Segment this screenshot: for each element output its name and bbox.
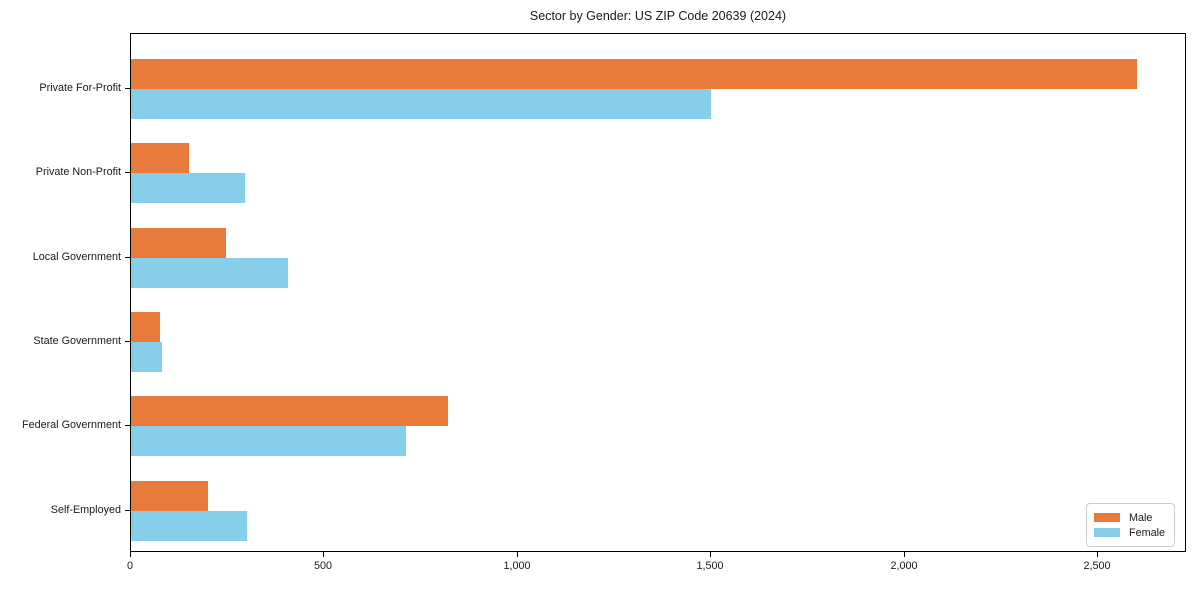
x-axis-tick-label-1-500: 1,500 xyxy=(696,560,724,572)
x-axis-tick-label-500: 500 xyxy=(313,560,332,572)
legend-swatch-female xyxy=(1093,528,1120,537)
legend: Male Female xyxy=(1085,503,1175,547)
chart-title: Sector by Gender: US ZIP Code 20639 (202… xyxy=(529,9,787,23)
bar-female-private-for-profit xyxy=(131,89,711,119)
x-axis-tick-label-1-000: 1,000 xyxy=(503,560,531,572)
y-axis-label-self-employed: Self-Employed xyxy=(50,503,121,516)
bar-male-self-employed xyxy=(131,480,208,511)
y-axis-tick-private-for-profit xyxy=(125,88,130,89)
bar-male-state-government xyxy=(131,311,160,342)
y-axis-tick-state-government xyxy=(125,340,130,342)
y-axis-label-private-non-profit: Private Non-Profit xyxy=(35,166,121,179)
y-axis-label-federal-government: Federal Government xyxy=(21,419,121,432)
legend-entry-female: Female xyxy=(1093,525,1165,540)
x-axis-tick-1-000 xyxy=(517,552,518,557)
legend-label-female: Female xyxy=(1128,526,1165,539)
x-axis-tick-0 xyxy=(130,552,131,557)
x-axis-tick-2-000 xyxy=(904,552,905,557)
bar-female-local-government xyxy=(131,257,288,288)
bar-female-self-employed xyxy=(131,510,247,541)
bar-male-private-for-profit xyxy=(131,59,1137,89)
legend-label-male: Male xyxy=(1128,511,1153,524)
x-axis-tick-label-2-500: 2,500 xyxy=(1083,560,1111,572)
bar-male-private-non-profit xyxy=(131,143,189,174)
y-axis-tick-self-employed xyxy=(125,509,130,511)
y-axis-tick-local-government xyxy=(125,256,130,258)
legend-entry-male: Male xyxy=(1093,510,1165,525)
y-axis-tick-federal-government xyxy=(125,425,130,427)
plot-area: Male Female xyxy=(130,33,1186,552)
y-axis-tick-private-non-profit xyxy=(125,172,130,174)
x-axis-tick-1-500 xyxy=(710,552,711,557)
bar-female-federal-government xyxy=(131,426,406,457)
bar-male-federal-government xyxy=(131,396,448,427)
bar-male-local-government xyxy=(131,227,226,258)
x-axis-tick-label-0: 0 xyxy=(126,560,133,572)
bar-female-private-non-profit xyxy=(131,173,245,204)
x-axis-tick-2-500 xyxy=(1097,552,1098,557)
y-axis-label-state-government: State Government xyxy=(33,334,121,347)
bar-female-state-government xyxy=(131,341,162,372)
legend-swatch-male xyxy=(1093,513,1120,522)
y-axis-label-local-government: Local Government xyxy=(32,250,121,263)
x-axis-tick-label-2-000: 2,000 xyxy=(890,560,918,572)
x-axis-tick-500 xyxy=(323,552,324,557)
y-axis-label-private-for-profit: Private For-Profit xyxy=(39,82,121,94)
